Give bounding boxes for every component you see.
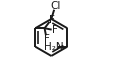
Text: Cl: Cl bbox=[50, 1, 60, 11]
Text: F: F bbox=[52, 25, 58, 35]
Text: F: F bbox=[49, 15, 54, 25]
Text: H₂N: H₂N bbox=[44, 42, 63, 52]
Text: F: F bbox=[43, 34, 49, 44]
